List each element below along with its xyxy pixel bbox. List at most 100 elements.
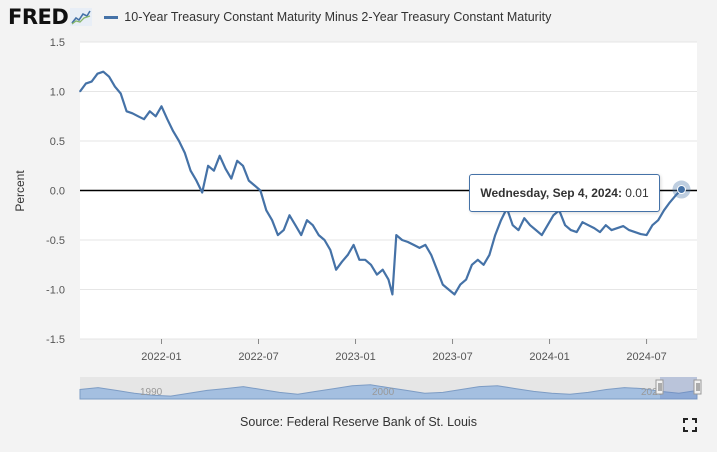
data-point <box>119 92 122 95</box>
data-point <box>511 224 514 226</box>
data-point <box>540 234 543 236</box>
data-point <box>213 169 215 172</box>
data-point <box>593 227 595 229</box>
data-point <box>166 118 169 121</box>
x-axis-ticks: 2022-01 2022-07 2023-01 2023-07 2024-01 2024-… <box>141 339 667 363</box>
data-point <box>224 167 227 170</box>
data-point <box>663 209 665 212</box>
data-point <box>581 221 584 223</box>
data-point <box>471 263 473 266</box>
data-point <box>599 231 601 233</box>
navigator-area <box>79 384 698 400</box>
data-point <box>108 75 110 78</box>
navigator-label-1990: 1990 <box>140 387 163 398</box>
data-point <box>346 254 349 256</box>
data-point <box>395 234 398 236</box>
tooltip-date: Wednesday, Sep 4, 2024: <box>480 186 622 200</box>
navigator-handle-right[interactable] <box>693 379 702 395</box>
data-point <box>529 224 531 226</box>
x-tick-label: 2024-07 <box>626 351 666 363</box>
data-point <box>242 164 244 167</box>
data-point <box>189 169 192 172</box>
data-point <box>277 234 279 236</box>
data-point <box>154 115 157 118</box>
navigator[interactable]: 1990 2000 2020 <box>79 377 702 400</box>
data-point <box>381 268 384 271</box>
navigator-handle-left[interactable] <box>655 379 664 395</box>
data-point <box>575 231 578 233</box>
logo-text: FRED <box>8 5 69 29</box>
x-tick-label: 2022-07 <box>238 351 278 363</box>
data-point <box>482 263 485 266</box>
data-point <box>329 249 332 251</box>
navigator-selection[interactable] <box>660 377 697 399</box>
y-tick-label: -1.0 <box>46 285 65 297</box>
data-point <box>230 177 233 180</box>
data-point <box>352 244 355 246</box>
y-tick-label: 1.0 <box>50 87 65 99</box>
data-point <box>546 224 549 226</box>
data-point <box>125 110 128 113</box>
data-point <box>265 209 268 212</box>
data-point <box>90 80 93 83</box>
x-tick-label: 2024-01 <box>529 351 569 363</box>
data-point <box>137 115 140 118</box>
data-point <box>651 224 654 226</box>
data-point <box>207 164 209 167</box>
data-point <box>459 283 462 286</box>
data-point <box>370 263 372 266</box>
legend-swatch <box>104 15 119 19</box>
x-tick-label: 2023-01 <box>335 351 375 363</box>
data-point <box>294 224 297 226</box>
data-point <box>517 229 520 231</box>
data-point <box>465 278 467 281</box>
y-tick-label: 0.5 <box>50 136 65 148</box>
data-point <box>476 259 479 261</box>
data-point <box>306 219 308 221</box>
data-point <box>500 219 502 221</box>
data-point <box>424 244 427 246</box>
data-point <box>376 273 378 276</box>
y-axis-label: Percent <box>13 170 27 212</box>
data-point <box>282 229 285 231</box>
fullscreen-icon[interactable] <box>683 418 697 432</box>
data-point <box>488 254 491 256</box>
data-point <box>622 225 625 227</box>
data-point <box>605 224 607 226</box>
data-point <box>430 254 432 256</box>
data-point <box>248 179 250 182</box>
chart-trend-icon <box>70 8 93 26</box>
data-point <box>657 219 659 221</box>
data-point <box>634 231 636 233</box>
data-point <box>535 229 537 231</box>
data-point <box>453 293 456 296</box>
data-point <box>195 179 198 182</box>
y-tick-label: -0.5 <box>46 235 65 247</box>
data-point <box>358 259 361 261</box>
data-point <box>300 234 302 236</box>
y-tick-label: 0.0 <box>50 186 65 198</box>
data-point <box>131 112 134 115</box>
data-point <box>312 224 314 226</box>
data-point <box>201 191 204 194</box>
data-point <box>447 288 450 291</box>
data-point <box>218 155 221 157</box>
data-tooltip: Wednesday, Sep 4, 2024: 0.01 <box>469 174 660 212</box>
data-point <box>96 72 99 75</box>
data-point <box>387 278 390 281</box>
data-point <box>669 201 671 204</box>
x-tick-label: 2022-01 <box>141 351 181 363</box>
chart-header: FRED 10-Year Treasury Constant Maturity … <box>8 5 551 29</box>
y-axis-labels: 1.5 1.0 0.5 0.0 -0.5 -1.0 -1.5 <box>46 37 65 346</box>
data-point <box>628 229 630 231</box>
navigator-label-2000: 2000 <box>372 387 395 398</box>
data-point <box>341 260 343 263</box>
hover-marker[interactable] <box>676 185 686 195</box>
data-point <box>259 189 262 192</box>
navigator-label-2020: 2020 <box>641 387 664 398</box>
fred-logo[interactable]: FRED <box>8 5 93 29</box>
data-point <box>645 234 648 236</box>
series-points <box>79 70 691 296</box>
data-point <box>552 214 555 217</box>
